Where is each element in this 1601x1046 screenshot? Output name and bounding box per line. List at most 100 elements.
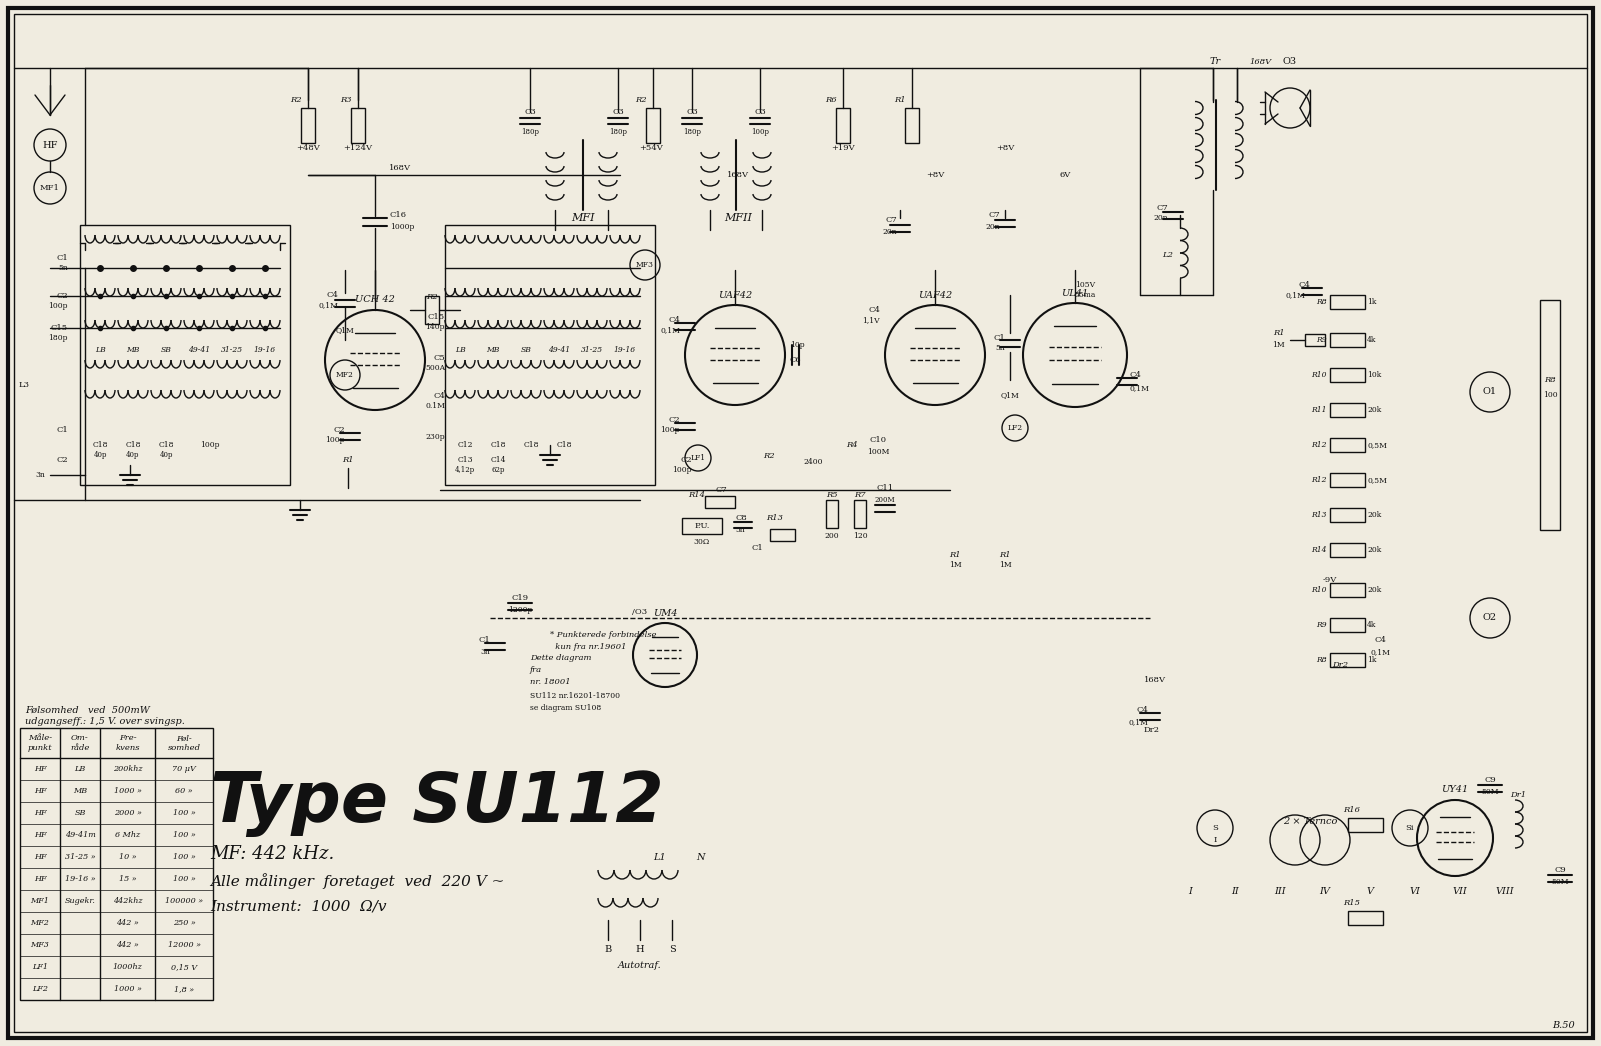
Text: R13: R13 [1311, 511, 1327, 519]
Text: R4: R4 [847, 441, 858, 449]
Text: L2: L2 [1162, 251, 1174, 259]
Text: IV: IV [1319, 887, 1330, 896]
Text: Q1M: Q1M [336, 326, 354, 334]
Text: se diagram SU108: se diagram SU108 [530, 704, 602, 712]
Text: C4: C4 [1137, 706, 1148, 714]
Text: MF: 442 kHz.: MF: 442 kHz. [210, 845, 335, 863]
Text: 1200p: 1200p [508, 606, 532, 614]
Text: R3: R3 [341, 96, 352, 104]
Text: 19-16: 19-16 [613, 346, 636, 354]
Text: UAF42: UAF42 [917, 291, 953, 299]
Text: C6: C6 [789, 356, 802, 364]
Text: MF2: MF2 [30, 919, 50, 927]
Bar [1348, 911, 1383, 925]
Text: 5n: 5n [58, 264, 67, 272]
Bar [704, 496, 735, 508]
Bar [80, 225, 290, 485]
Text: R1: R1 [1273, 329, 1286, 337]
Bar [905, 108, 919, 143]
Text: 100: 100 [1543, 391, 1558, 399]
Text: 442 »: 442 » [117, 941, 139, 949]
Text: VII: VII [1452, 887, 1468, 896]
Text: V: V [1367, 887, 1374, 896]
Bar [853, 500, 866, 528]
Text: 50M: 50M [1481, 788, 1499, 796]
Text: C11: C11 [876, 484, 893, 492]
Bar [1330, 473, 1366, 487]
Text: C3: C3 [687, 108, 698, 116]
Text: 0,1M: 0,1M [660, 326, 680, 334]
Text: C1: C1 [56, 254, 67, 262]
Text: 442khz: 442khz [112, 897, 142, 905]
Text: 168V: 168V [1145, 676, 1166, 684]
Bar [682, 518, 722, 535]
Text: 2000 »: 2000 » [114, 809, 141, 817]
Text: Dr1: Dr1 [1510, 791, 1526, 799]
Text: III: III [1274, 887, 1286, 896]
Text: 442 »: 442 » [117, 919, 139, 927]
Bar [1330, 543, 1366, 558]
Text: 105V: 105V [1074, 281, 1095, 289]
Text: 100p: 100p [672, 467, 692, 474]
Text: 10 »: 10 » [118, 852, 136, 861]
Text: 1M: 1M [949, 561, 961, 569]
Text: fra: fra [530, 666, 543, 674]
Text: R1: R1 [999, 551, 1010, 559]
Text: C18: C18 [158, 441, 175, 449]
Text: C7: C7 [885, 217, 897, 224]
Text: R11: R11 [1311, 406, 1327, 414]
Text: 0.1M: 0.1M [426, 402, 445, 410]
Text: R8: R8 [1316, 298, 1327, 306]
Text: Fre-
kvens: Fre- kvens [115, 734, 139, 752]
Text: 49-41m: 49-41m [64, 831, 96, 839]
Text: C3: C3 [754, 108, 765, 116]
Bar [1330, 403, 1366, 417]
Text: C1: C1 [479, 636, 490, 644]
Bar [1330, 653, 1366, 667]
Text: MB: MB [126, 346, 139, 354]
Bar [1330, 295, 1366, 309]
Text: 31-25: 31-25 [581, 346, 604, 354]
Text: 1k: 1k [1367, 656, 1377, 664]
Text: 100p: 100p [325, 436, 344, 444]
Text: 1,8 »: 1,8 » [175, 985, 194, 993]
Text: R12: R12 [1311, 476, 1327, 484]
Text: 20n: 20n [1153, 214, 1169, 222]
Text: 2 × Ternco: 2 × Ternco [1282, 818, 1337, 826]
Text: 100p: 100p [661, 426, 680, 434]
Text: 19-16: 19-16 [255, 346, 275, 354]
Text: 1000p: 1000p [391, 223, 415, 231]
Text: 5n: 5n [996, 344, 1005, 353]
Text: LF2: LF2 [32, 985, 48, 993]
Text: UAF42: UAF42 [717, 291, 752, 299]
Text: LF1: LF1 [32, 963, 48, 971]
Text: kun fra nr.19601: kun fra nr.19601 [551, 643, 626, 651]
Bar [1330, 368, 1366, 382]
Text: R10: R10 [1311, 371, 1327, 379]
Text: 200M: 200M [874, 496, 895, 504]
Text: 30Ω: 30Ω [693, 538, 711, 546]
Text: R12: R12 [1311, 441, 1327, 449]
Text: C10: C10 [869, 436, 887, 444]
Text: R2: R2 [764, 452, 775, 460]
Text: MF3: MF3 [636, 262, 653, 269]
Text: L3: L3 [19, 381, 30, 389]
Text: C7: C7 [1156, 204, 1169, 212]
Text: R1: R1 [895, 96, 906, 104]
Text: 180p: 180p [684, 128, 701, 136]
Text: R2: R2 [426, 293, 437, 301]
Text: +19V: +19V [831, 144, 855, 152]
Text: +8V: +8V [996, 144, 1013, 152]
Text: C18: C18 [490, 441, 506, 449]
Text: R16: R16 [1343, 806, 1361, 814]
Text: 3n: 3n [35, 471, 45, 479]
Bar [301, 108, 315, 143]
Text: HF: HF [34, 765, 46, 773]
Text: C7: C7 [988, 211, 1001, 219]
Bar [19, 728, 213, 1000]
Text: 120: 120 [853, 532, 868, 540]
Text: I: I [1214, 836, 1217, 844]
Text: C3: C3 [612, 108, 624, 116]
Text: 168V: 168V [1249, 58, 1271, 66]
Text: 100p: 100p [751, 128, 768, 136]
